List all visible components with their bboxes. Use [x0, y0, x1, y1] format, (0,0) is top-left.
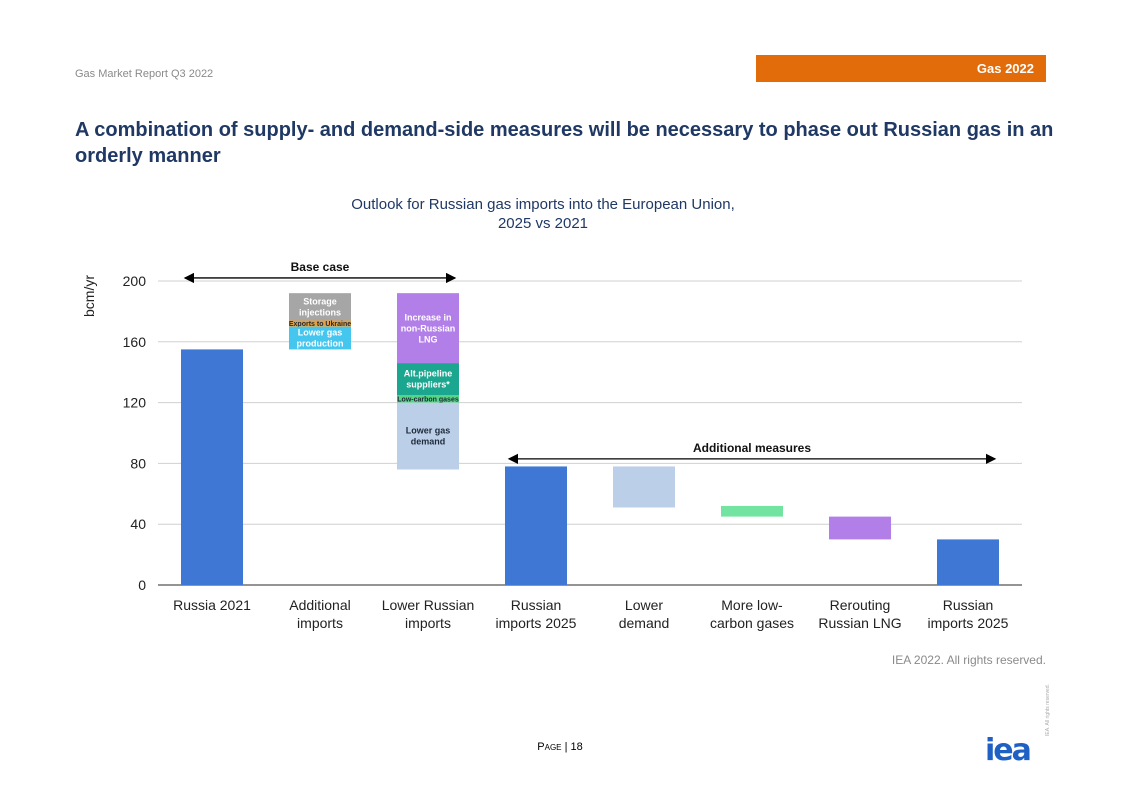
segment-label: Lower gas	[298, 328, 343, 338]
y-tick-label: 40	[130, 516, 146, 532]
section-tag: Gas 2022	[756, 55, 1046, 82]
chart-title: Outlook for Russian gas imports into the…	[243, 195, 843, 233]
x-tick-label: More low-	[721, 597, 783, 613]
x-tick-label: Lower	[625, 597, 663, 613]
x-tick-label: Russian LNG	[818, 615, 901, 631]
y-tick-label: 120	[123, 395, 147, 411]
annotation-label: Base case	[291, 260, 350, 274]
y-axis-label: bcm/yr	[81, 275, 97, 317]
segment-label: suppliers*	[406, 380, 450, 390]
copyright-note: IEA 2022. All rights reserved.	[891, 653, 1046, 667]
segment-label: non-Russian	[401, 323, 456, 333]
bar-segment	[397, 402, 459, 470]
x-tick-label: demand	[619, 615, 670, 631]
x-tick-label: carbon gases	[710, 615, 794, 631]
chart-title-line2: 2025 vs 2021	[497, 215, 589, 232]
bar-segment	[613, 466, 675, 508]
report-name: Gas Market Report Q3 2022	[75, 68, 214, 80]
bar-segment	[505, 466, 567, 585]
y-tick-label: 160	[123, 334, 147, 350]
y-tick-label: 0	[138, 577, 146, 593]
page-word: Page	[537, 741, 562, 753]
segment-label: Increase in	[404, 312, 451, 322]
segment-label: Storage	[303, 296, 337, 306]
y-tick-label: 80	[130, 455, 146, 471]
segment-label: injections	[299, 307, 341, 317]
bar-segment	[289, 326, 351, 350]
x-tick-label: Russia 2021	[173, 597, 251, 613]
segment-label: Alt.pipeline	[404, 369, 453, 379]
segment-label: production	[297, 339, 344, 349]
segment-label: Low-carbon gases	[397, 396, 459, 403]
bar-segment	[397, 395, 459, 403]
chart-title-line1: Outlook for Russian gas imports into the…	[351, 196, 735, 213]
bar-segment	[937, 539, 999, 585]
segment-label: Exports to Ukraine	[289, 321, 351, 328]
segment-label: LNG	[419, 334, 438, 344]
page-value: | 18	[564, 741, 583, 753]
side-copyright-note: IEA. All rights reserved.	[1045, 684, 1051, 736]
x-tick-label: Lower Russian	[382, 597, 475, 613]
bar-segment	[397, 293, 459, 364]
x-tick-label: imports 2025	[496, 615, 577, 631]
segment-label: demand	[411, 437, 446, 447]
bar-segment	[181, 349, 243, 585]
iea-logo: iea	[985, 733, 1032, 768]
x-tick-label: Russian	[943, 597, 994, 613]
x-tick-label: Rerouting	[830, 597, 891, 613]
segment-label: Lower gas	[406, 426, 451, 436]
bar-segment	[721, 505, 783, 517]
bar-segment	[829, 516, 891, 540]
y-tick-label: 200	[123, 273, 147, 289]
bar-segment	[289, 320, 351, 327]
x-tick-label: imports	[405, 615, 451, 631]
x-tick-label: Additional	[289, 597, 351, 613]
page-title: A combination of supply- and demand-side…	[75, 119, 1054, 167]
x-tick-label: Russian	[511, 597, 562, 613]
bar-segment	[289, 293, 351, 321]
page-number: Page | 18	[520, 741, 600, 753]
annotation-label: Additional measures	[693, 441, 811, 455]
x-tick-label: imports 2025	[928, 615, 1009, 631]
x-tick-label: imports	[297, 615, 343, 631]
bar-segment	[397, 363, 459, 395]
